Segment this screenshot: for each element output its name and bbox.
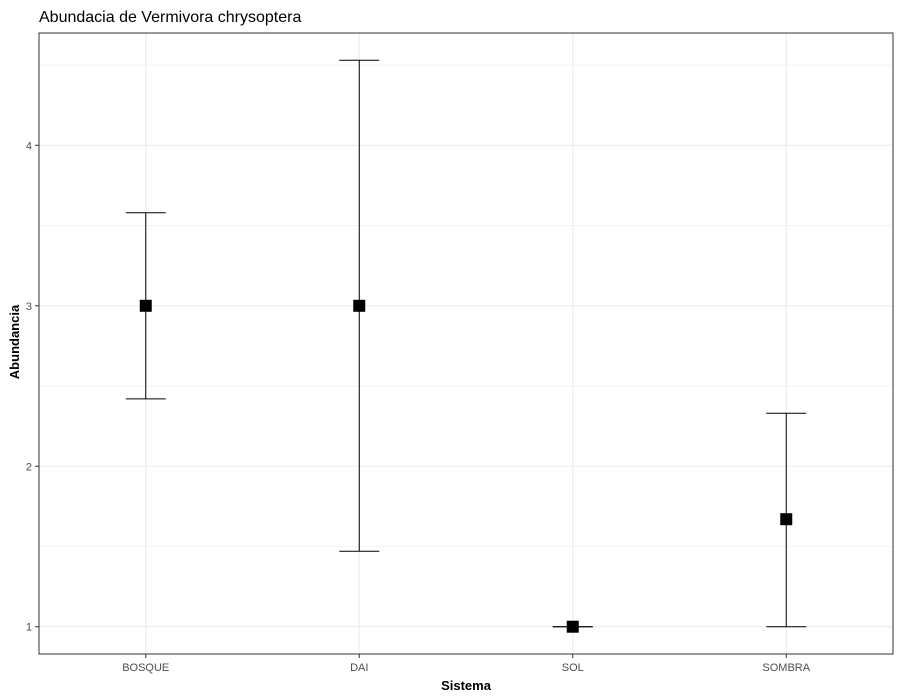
y-axis-title: Abundancia — [7, 304, 22, 379]
x-axis-title: Sistema — [441, 678, 492, 693]
x-tick-label: SOMBRA — [762, 662, 810, 674]
chart-title: Abundacia de Vermivora chrysoptera — [39, 9, 301, 26]
x-tick-label: DAI — [350, 662, 368, 674]
grid-minor — [39, 64, 893, 547]
panel-border — [38, 32, 894, 655]
y-tick-label: 2 — [26, 461, 32, 473]
y-tick-label: 3 — [26, 301, 32, 313]
data-point — [566, 620, 579, 633]
data-point — [139, 299, 152, 312]
data-point — [353, 299, 366, 312]
data-point — [780, 513, 793, 526]
x-axis: BOSQUE DAI SOL SOMBRA — [122, 654, 811, 674]
grid-major — [39, 33, 893, 654]
x-tick-label: SOL — [562, 662, 584, 674]
marks — [125, 59, 807, 633]
x-tick-label: BOSQUE — [122, 662, 169, 674]
y-axis: 1 2 3 4 — [26, 140, 39, 634]
y-tick-label: 1 — [26, 622, 32, 634]
y-tick-label: 4 — [26, 140, 32, 152]
